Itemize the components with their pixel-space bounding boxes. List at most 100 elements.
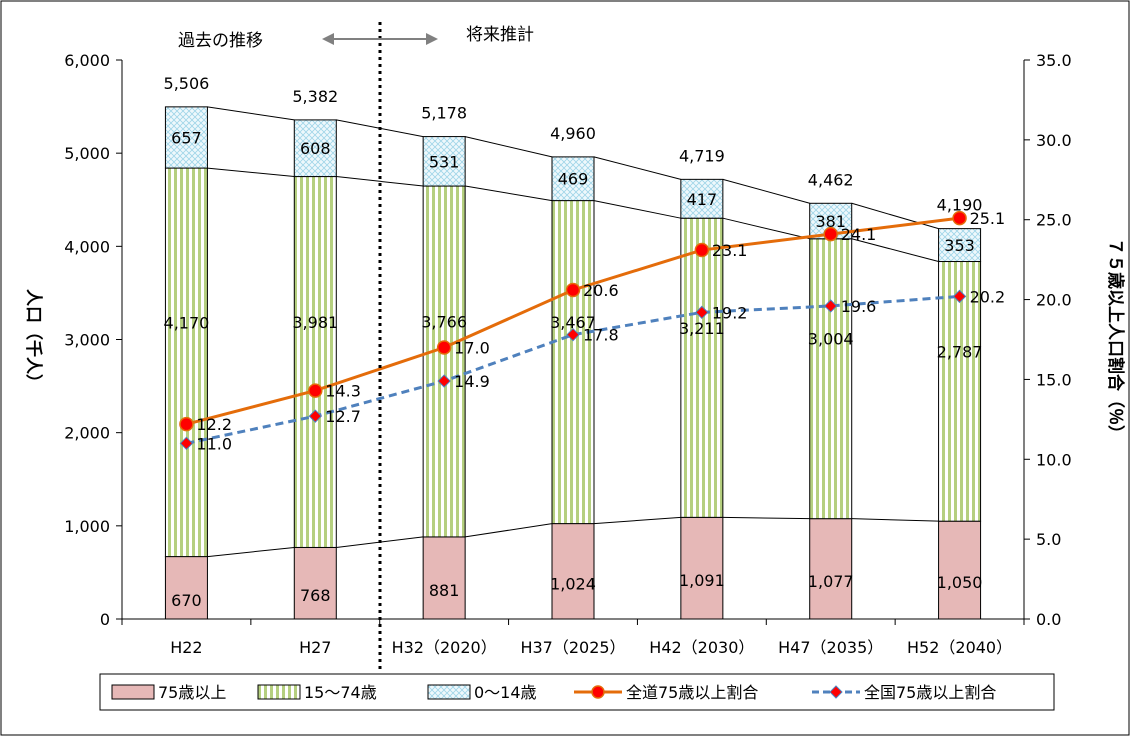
y2-tick-label: 10.0 [1036,450,1072,469]
bar-75plus [680,516,724,620]
hokkaido-ratio-point [694,242,710,258]
label-0to14: 381 [815,212,846,231]
hokkaido-ratio-label: 17.0 [454,338,490,357]
series-connector [851,518,939,522]
label-total: 5,506 [164,74,210,93]
series-connector [207,106,295,121]
y2-tick-label: 15.0 [1036,370,1072,389]
series-connector [593,156,681,180]
label-15to74: 3,211 [679,319,725,338]
series-connector [722,178,810,204]
hokkaido-ratio-label: 25.1 [970,209,1006,228]
bar-75plus [809,518,853,620]
y2-tick-label: 35.0 [1036,51,1072,70]
bar-15to74 [422,185,466,538]
hokkaido-ratio-label: 24.1 [841,225,877,244]
series-connector [336,176,424,187]
series-connector [593,200,681,219]
label-75plus: 1,024 [550,574,596,593]
label-0to14: 657 [171,128,202,147]
legend-label-0to14: 0〜14歳 [474,683,537,702]
x-tick-label: H42（2030） [649,638,754,657]
x-tick-label: H32（2020） [392,638,497,657]
hokkaido-ratio-label: 23.1 [712,241,748,260]
national-ratio-label: 12.7 [325,407,361,426]
national-ratio-point [566,328,580,342]
label-15to74: 3,004 [808,330,854,349]
bar-15to74 [164,167,208,558]
y-tick-label: 4,000 [64,237,110,256]
label-15to74: 3,766 [421,312,467,331]
hokkaido-ratio-point [565,282,581,298]
hokkaido-ratio-point [179,416,194,432]
bar-15to74 [551,200,595,525]
national-ratio-label: 19.6 [841,297,877,316]
series-connector [465,136,553,158]
series-connector [593,516,681,525]
x-tick-label: H52（2040） [907,638,1012,657]
double-arrow-icon [322,33,438,45]
y2-tick-label: 20.0 [1036,291,1072,310]
x-tick-label: H22 [170,638,202,657]
label-0to14: 353 [944,236,975,255]
bar-0to14 [422,136,466,187]
y2-axis-title: ７５歳以上人口割合（％） [1105,238,1126,442]
label-total: 4,719 [679,146,725,165]
future-annotation: 将来推計 [466,25,534,45]
bar-15to74 [293,176,337,548]
national-ratio-point [952,289,967,304]
national-ratio-point [824,299,838,313]
label-75plus: 768 [300,586,331,605]
hokkaido-ratio-label: 14.3 [325,382,361,401]
label-0to14: 469 [558,170,589,189]
bar-0to14 [680,178,724,219]
y2-tick-label: 25.0 [1036,211,1072,230]
label-total: 4,462 [808,170,854,189]
y2-tick-label: 30.0 [1036,131,1072,150]
national-ratio-label: 14.9 [454,372,490,391]
label-0to14: 531 [429,152,460,171]
series-connector [207,167,295,178]
label-total: 5,382 [292,87,338,106]
bar-75plus [551,523,595,620]
national-ratio-label: 11.0 [196,434,232,453]
bar-0to14 [164,106,208,169]
bar-0to14 [293,119,337,178]
y-tick-label: 3,000 [64,331,110,350]
national-ratio-label: 17.8 [583,326,619,345]
series-connector [722,516,810,520]
series-connector [207,546,295,558]
x-tick-label: H37（2025） [520,638,625,657]
label-total: 4,190 [937,196,983,215]
label-0to14: 417 [687,190,718,209]
series-connector [851,238,939,263]
national-ratio-point [695,305,709,320]
y-tick-label: 5,000 [64,144,110,163]
legend-label-75plus: 75歳以上 [158,683,226,702]
hokkaido-ratio-point [308,383,323,398]
past-annotation: 過去の推移 [178,31,263,51]
x-tick-label: H27 [299,638,331,657]
label-15to74: 3,981 [292,313,338,332]
label-75plus: 1,050 [937,573,983,592]
legend-marker-national [829,685,843,699]
legend-swatch-0to14 [427,684,471,700]
hokkaido-ratio-label: 20.6 [583,281,619,300]
legend-label-national: 全国75歳以上割合 [864,683,996,702]
hokkaido-ratio-point [436,340,452,355]
label-total: 4,960 [550,124,596,143]
y-tick-label: 1,000 [64,517,110,536]
y-tick-label: 0 [100,610,110,629]
label-75plus: 1,091 [679,571,725,590]
series-connector [465,523,553,538]
label-75plus: 670 [171,591,202,610]
bar-75plus [293,546,337,620]
hokkaido-ratio-point [952,210,967,226]
label-75plus: 1,077 [808,572,854,591]
national-ratio-point [308,409,322,423]
bar-15to74 [938,261,982,522]
legend-swatch-15to74 [257,684,301,700]
label-total: 5,178 [421,104,467,123]
